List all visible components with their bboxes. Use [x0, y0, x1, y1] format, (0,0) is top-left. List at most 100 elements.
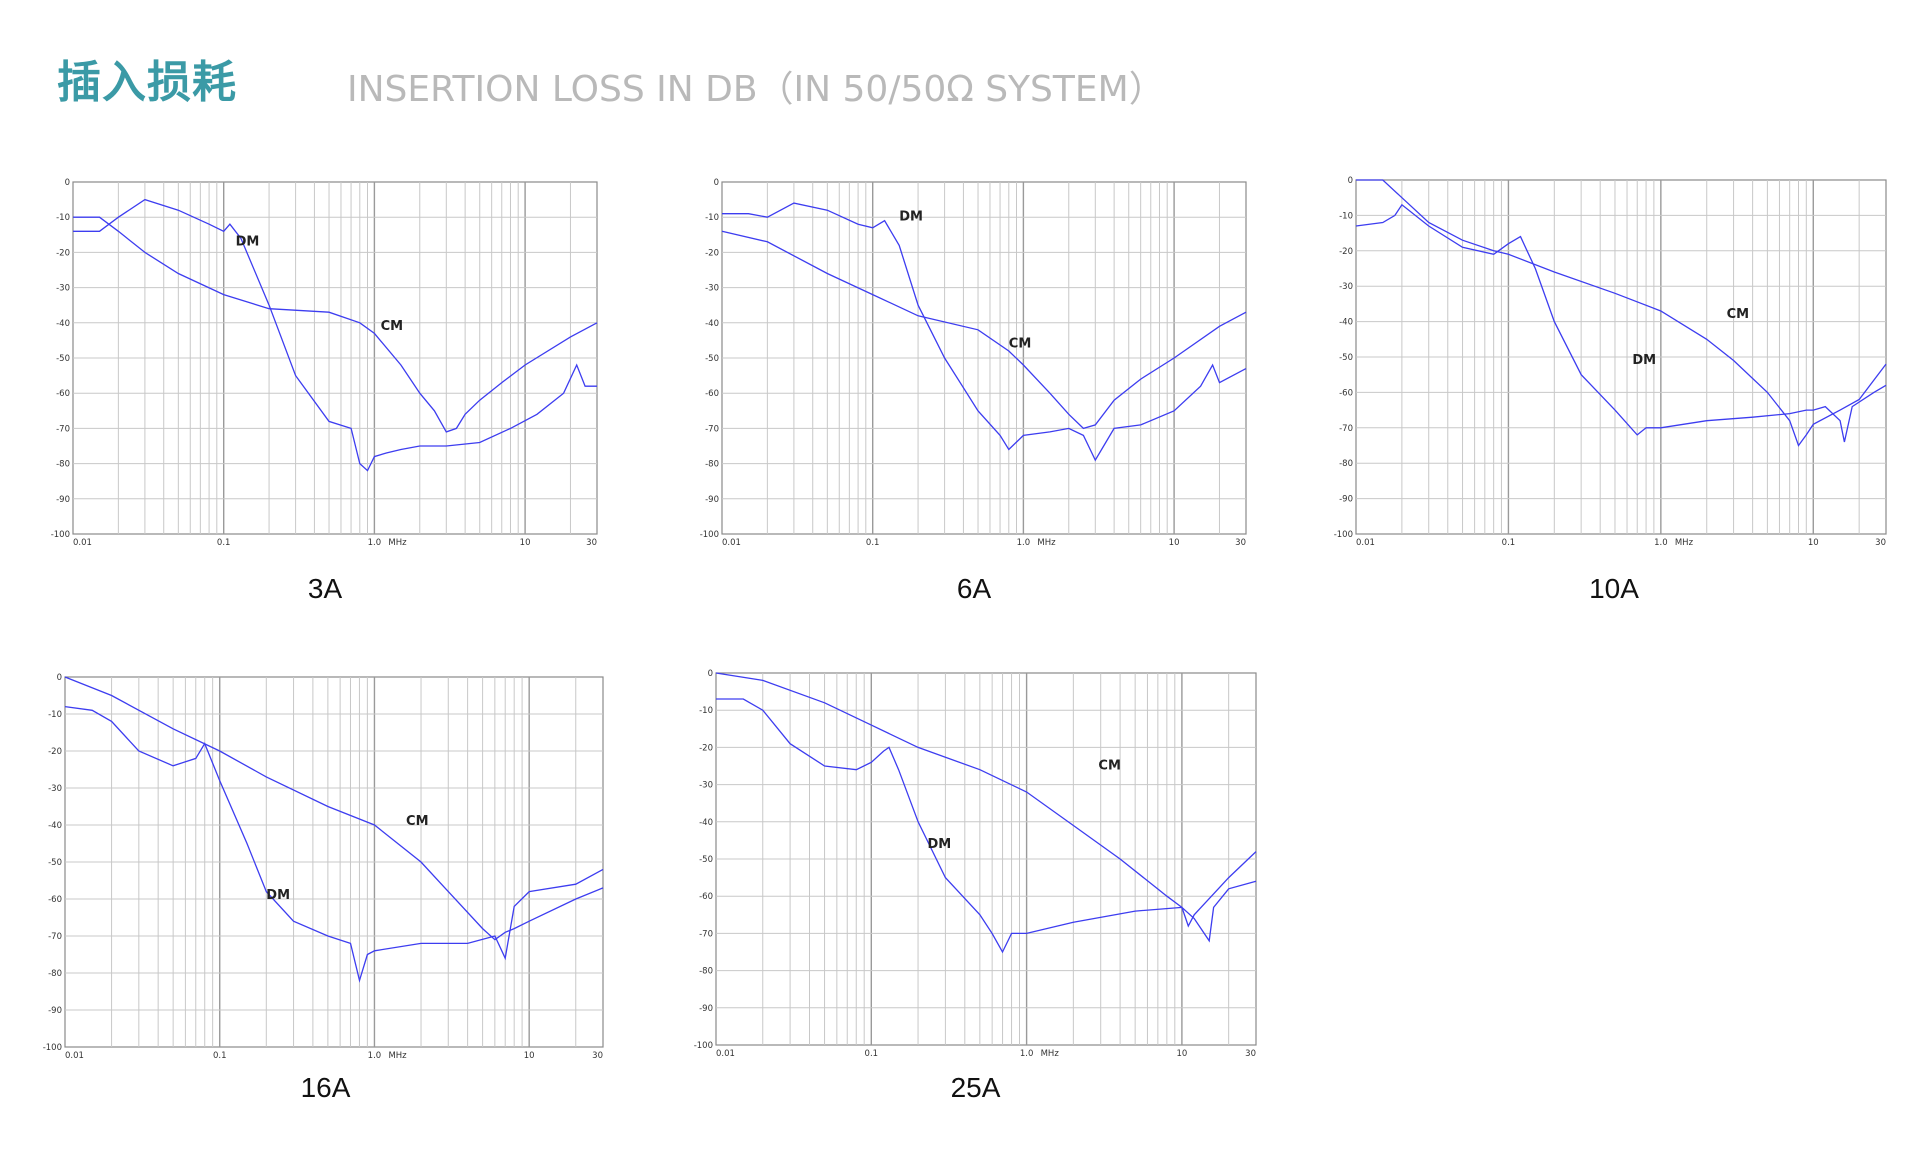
y-tick-label: -70	[705, 424, 719, 434]
y-tick-label: -90	[1339, 495, 1353, 505]
chart-3a: 0 -10 -20 -30 -40 -50 -60 -70 -80 -90 -100 0.01 0.1 1…	[51, 178, 615, 604]
x-tick-label: 30	[1245, 1049, 1256, 1059]
page-title-cn: 插入损耗	[57, 57, 237, 108]
y-tick-label: -100	[1334, 530, 1353, 540]
page-title-en: INSERTION LOSS IN DB（IN 50/50Ω SYSTEM）	[347, 69, 1165, 110]
y-tick-label: -60	[705, 389, 719, 399]
x-tick-label: 30	[1235, 538, 1246, 548]
chart-caption: 25A	[950, 1072, 1001, 1103]
y-tick-label: -40	[705, 319, 719, 329]
series-label-cm: CM	[1727, 307, 1749, 322]
y-tick-label: -20	[56, 248, 70, 258]
x-tick-label: 0.1	[213, 1051, 227, 1061]
x-unit-label: MHz	[388, 1051, 407, 1061]
y-tick-label: 0	[57, 673, 62, 683]
x-tick-label: 1.0	[1017, 538, 1031, 548]
x-tick-label: 0.01	[1356, 538, 1375, 548]
y-tick-label: -70	[699, 929, 713, 939]
y-tick-label: 0	[65, 178, 70, 188]
chart-caption: 16A	[300, 1072, 351, 1103]
y-tick-label: -50	[48, 858, 62, 868]
y-tick-label: -10	[1339, 211, 1353, 221]
series-label-cm: CM	[381, 319, 403, 334]
series-label-cm: CM	[1098, 759, 1120, 774]
series-label-cm: CM	[406, 814, 428, 829]
chart-6a: 0 -10 -20 -30 -40 -50 -60 -70 -80 -90 -100 0.01 0.1 1…	[700, 178, 1264, 604]
y-tick-label: -90	[705, 495, 719, 505]
y-tick-label: -90	[699, 1004, 713, 1014]
x-tick-label: 30	[1875, 538, 1886, 548]
series-line-cm	[64, 676, 604, 941]
y-tick-label: -60	[56, 389, 70, 399]
y-tick-label: -90	[56, 495, 70, 505]
series-line-cm	[715, 672, 1257, 928]
x-tick-label: 1.0	[368, 1051, 382, 1061]
x-tick-label: 10	[1176, 1049, 1187, 1059]
y-tick-label: -40	[48, 821, 62, 831]
x-tick-label: 0.01	[73, 538, 92, 548]
series-line-dm	[73, 198, 597, 472]
series-line-dm	[1355, 203, 1887, 443]
x-unit-label: MHz	[1041, 1049, 1060, 1059]
x-tick-label: 1.0	[368, 538, 382, 548]
y-tick-label: -10	[48, 710, 62, 720]
y-tick-label: -40	[1339, 318, 1353, 328]
y-tick-label: -50	[705, 354, 719, 364]
series-line-cm	[1356, 179, 1887, 447]
y-tick-label: -90	[48, 1006, 62, 1016]
x-tick-label: 0.1	[217, 538, 231, 548]
y-tick-label: 0	[1348, 176, 1353, 186]
series-label-dm: DM	[266, 888, 290, 903]
y-tick-label: -50	[1339, 353, 1353, 363]
y-tick-label: -70	[56, 424, 70, 434]
x-tick-label: 1.0	[1020, 1049, 1034, 1059]
y-tick-label: 0	[708, 669, 713, 679]
y-tick-label: 0	[714, 178, 719, 188]
chart-10a: 0 -10 -20 -30 -40 -50 -60 -70 -80 -90 -100 0.01 0.1 1…	[1334, 176, 1904, 604]
series-label-dm: DM	[236, 234, 260, 249]
y-tick-label: -30	[699, 781, 713, 791]
x-unit-label: MHz	[1675, 538, 1694, 548]
x-tick-label: 30	[592, 1051, 603, 1061]
x-tick-label: 30	[586, 538, 597, 548]
y-tick-label: -100	[700, 530, 719, 540]
chart-25a: 0 -10 -20 -30 -40 -50 -60 -70 -80 -90 -100 0.01 0.1 1…	[694, 669, 1259, 1103]
y-tick-label: -100	[694, 1041, 713, 1051]
y-tick-label: -20	[48, 747, 62, 757]
y-tick-label: -50	[699, 855, 713, 865]
y-tick-label: -20	[699, 743, 713, 753]
x-tick-label: 0.01	[722, 538, 741, 548]
y-tick-label: -80	[1339, 459, 1353, 469]
series-line-cm	[73, 216, 598, 433]
y-tick-label: -50	[56, 354, 70, 364]
y-tick-label: -100	[51, 530, 70, 540]
y-tick-label: -80	[56, 460, 70, 470]
series-label-dm: DM	[899, 210, 923, 225]
x-tick-label: 10	[524, 1051, 535, 1061]
x-tick-label: 10	[1169, 538, 1180, 548]
y-tick-label: -10	[705, 213, 719, 223]
y-tick-label: -10	[56, 213, 70, 223]
x-tick-label: 0.01	[716, 1049, 735, 1059]
y-tick-label: -70	[48, 932, 62, 942]
y-tick-label: -30	[48, 784, 62, 794]
chart-16a: 0 -10 -20 -30 -40 -50 -60 -70 -80 -90 -100 0.01 0.1 1…	[43, 673, 609, 1103]
y-tick-label: -100	[43, 1043, 62, 1053]
y-tick-label: -60	[699, 892, 713, 902]
chart-caption: 10A	[1589, 573, 1639, 604]
y-tick-label: -10	[699, 706, 713, 716]
x-tick-label: 0.1	[865, 1049, 879, 1059]
series-line-dm	[64, 705, 604, 983]
y-tick-label: -60	[1339, 388, 1353, 398]
x-tick-label: 0.1	[866, 538, 880, 548]
y-tick-label: -80	[48, 969, 62, 979]
x-tick-label: 1.0	[1654, 538, 1668, 548]
series-label-dm: DM	[1632, 353, 1656, 368]
y-tick-label: -40	[56, 319, 70, 329]
series-label-dm: DM	[927, 837, 951, 852]
x-tick-label: 10	[520, 538, 531, 548]
